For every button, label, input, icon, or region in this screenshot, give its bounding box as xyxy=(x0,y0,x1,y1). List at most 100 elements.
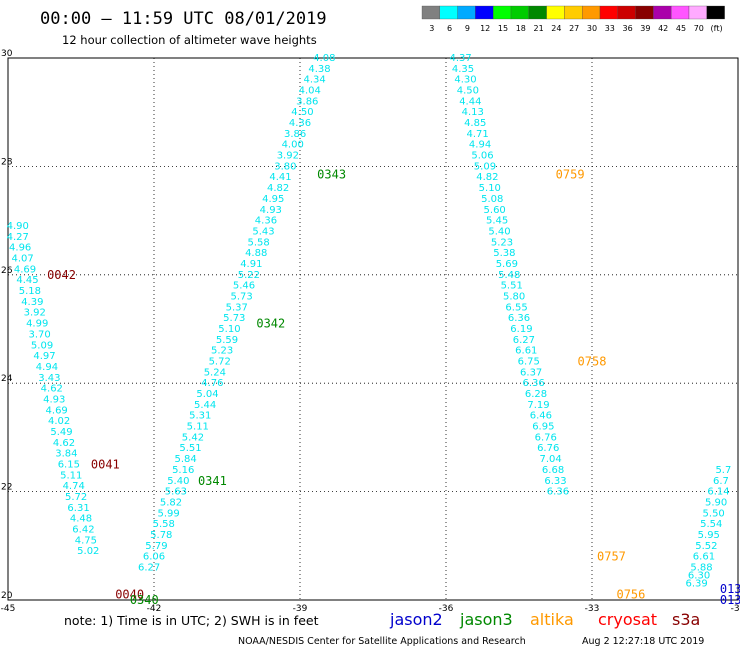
data-label: 5.84 xyxy=(175,454,197,465)
data-label: 6.42 xyxy=(72,525,94,536)
data-label: 6.46 xyxy=(530,411,552,422)
data-label: 6.36 xyxy=(522,378,544,389)
time-label: 0343 xyxy=(317,168,346,182)
data-label: 5.16 xyxy=(172,465,194,476)
data-label: 4.37 xyxy=(449,53,471,64)
colorbar-label: 70 xyxy=(694,24,704,33)
data-label: 4.50 xyxy=(457,86,479,97)
data-label: 4.94 xyxy=(36,362,58,373)
data-label: 4.38 xyxy=(308,64,330,75)
colorbar-label: 30 xyxy=(587,24,597,33)
colorbar-label: (ft) xyxy=(711,24,723,33)
data-label: 4.82 xyxy=(476,172,498,183)
legend-entry: jason3 xyxy=(459,610,513,629)
data-label: 5.08 xyxy=(481,194,503,205)
colorbar-label: 12 xyxy=(480,24,490,33)
data-label: 4.36 xyxy=(289,118,311,129)
chart-title: 00:00 – 11:59 UTC 08/01/2019 xyxy=(40,9,327,29)
data-label: 4.04 xyxy=(299,86,321,97)
colorbar-label: 27 xyxy=(569,24,579,33)
y-tick-label: 30 xyxy=(1,49,13,59)
data-label: 4.74 xyxy=(63,481,85,492)
data-label: 3.86 xyxy=(284,129,306,140)
data-label: 5.40 xyxy=(167,476,189,487)
data-label: 5.31 xyxy=(189,411,211,422)
data-label: 5.38 xyxy=(493,248,515,259)
data-label: 5.99 xyxy=(157,508,179,519)
data-label: 5.58 xyxy=(248,237,270,248)
time-label: 013 xyxy=(720,593,740,607)
data-label: 5.72 xyxy=(209,357,231,368)
legend-entry: jason2 xyxy=(389,610,443,629)
x-tick-label: -39 xyxy=(293,604,308,614)
data-label: 3.84 xyxy=(55,449,77,460)
data-label: 5.11 xyxy=(187,422,209,433)
data-label: 6.39 xyxy=(686,579,708,590)
data-label: 5.46 xyxy=(233,281,255,292)
colorbar-swatch xyxy=(617,5,636,20)
data-label: 4.41 xyxy=(269,172,291,183)
data-label: 4.35 xyxy=(452,64,474,75)
colorbar-label: 42 xyxy=(658,24,668,33)
data-label: 5.73 xyxy=(230,291,252,302)
data-label: 4.45 xyxy=(16,275,38,286)
chart-subtitle: 12 hour collection of altimeter wave hei… xyxy=(62,33,317,47)
data-label: 5.40 xyxy=(488,226,510,237)
data-label: 5.63 xyxy=(165,487,187,498)
time-label: 0342 xyxy=(256,317,285,331)
data-label: 4.69 xyxy=(46,405,68,416)
data-label: 5.59 xyxy=(216,335,238,346)
colorbar-label: 9 xyxy=(465,24,470,33)
data-label: 5.95 xyxy=(698,530,720,541)
data-label: 4.02 xyxy=(48,416,70,427)
colorbar-swatch xyxy=(599,5,618,20)
data-label: 6.15 xyxy=(58,460,80,471)
data-label: 4.76 xyxy=(201,378,223,389)
data-label: 5.09 xyxy=(474,161,496,172)
data-label: 6.30 xyxy=(688,571,710,582)
x-tick-label: -45 xyxy=(1,604,16,614)
footer-credit: NOAA/NESDIS Center for Satellite Applica… xyxy=(238,636,526,647)
time-label: 0341 xyxy=(198,474,227,488)
colorbar-label: 24 xyxy=(551,24,561,33)
colorbar-label: 33 xyxy=(605,24,615,33)
data-label: 5.04 xyxy=(196,389,218,400)
plot-area: -45-42-39-36-33-302022242628304.904.274.… xyxy=(1,49,740,614)
units-note: note: 1) Time is in UTC; 2) SWH is in fe… xyxy=(64,613,319,628)
data-label: 4.07 xyxy=(11,254,33,265)
data-label: 4.75 xyxy=(75,535,97,546)
data-label: 4.13 xyxy=(462,107,484,118)
data-label: 6.76 xyxy=(537,443,559,454)
colorbar-swatch xyxy=(457,5,476,20)
colorbar-label: 21 xyxy=(533,24,543,33)
data-label: 6.36 xyxy=(508,313,530,324)
plot-frame xyxy=(7,57,739,601)
data-label: 6.14 xyxy=(707,487,729,498)
data-label: 4.94 xyxy=(469,140,491,151)
data-label: 5.43 xyxy=(252,226,274,237)
data-label: 5.10 xyxy=(218,324,240,335)
data-label: 5.44 xyxy=(194,400,216,411)
data-label: 5.11 xyxy=(60,470,82,481)
data-label: 6.37 xyxy=(520,367,542,378)
data-label: 4.30 xyxy=(454,75,476,86)
time-label: 0759 xyxy=(556,168,585,182)
time-label: 0758 xyxy=(578,355,607,369)
data-label: 5.52 xyxy=(695,541,717,552)
time-label: 0040 xyxy=(115,588,144,602)
data-label: 3.70 xyxy=(29,329,51,340)
data-label: 7.19 xyxy=(527,400,549,411)
data-label: 6.27 xyxy=(138,562,160,573)
colorbar-swatch xyxy=(688,5,707,20)
data-label: 4.88 xyxy=(245,248,267,259)
data-label: 4.39 xyxy=(21,297,43,308)
data-label: 4.62 xyxy=(41,384,63,395)
data-label: 3.92 xyxy=(24,308,46,319)
data-label: 5.51 xyxy=(179,443,201,454)
data-label: 5.78 xyxy=(150,530,172,541)
time-label: 0042 xyxy=(47,268,76,282)
colorbar-swatch xyxy=(564,5,583,20)
x-tick-label: -33 xyxy=(585,604,600,614)
colorbar-swatch xyxy=(706,5,725,20)
data-label: 6.36 xyxy=(547,487,569,498)
